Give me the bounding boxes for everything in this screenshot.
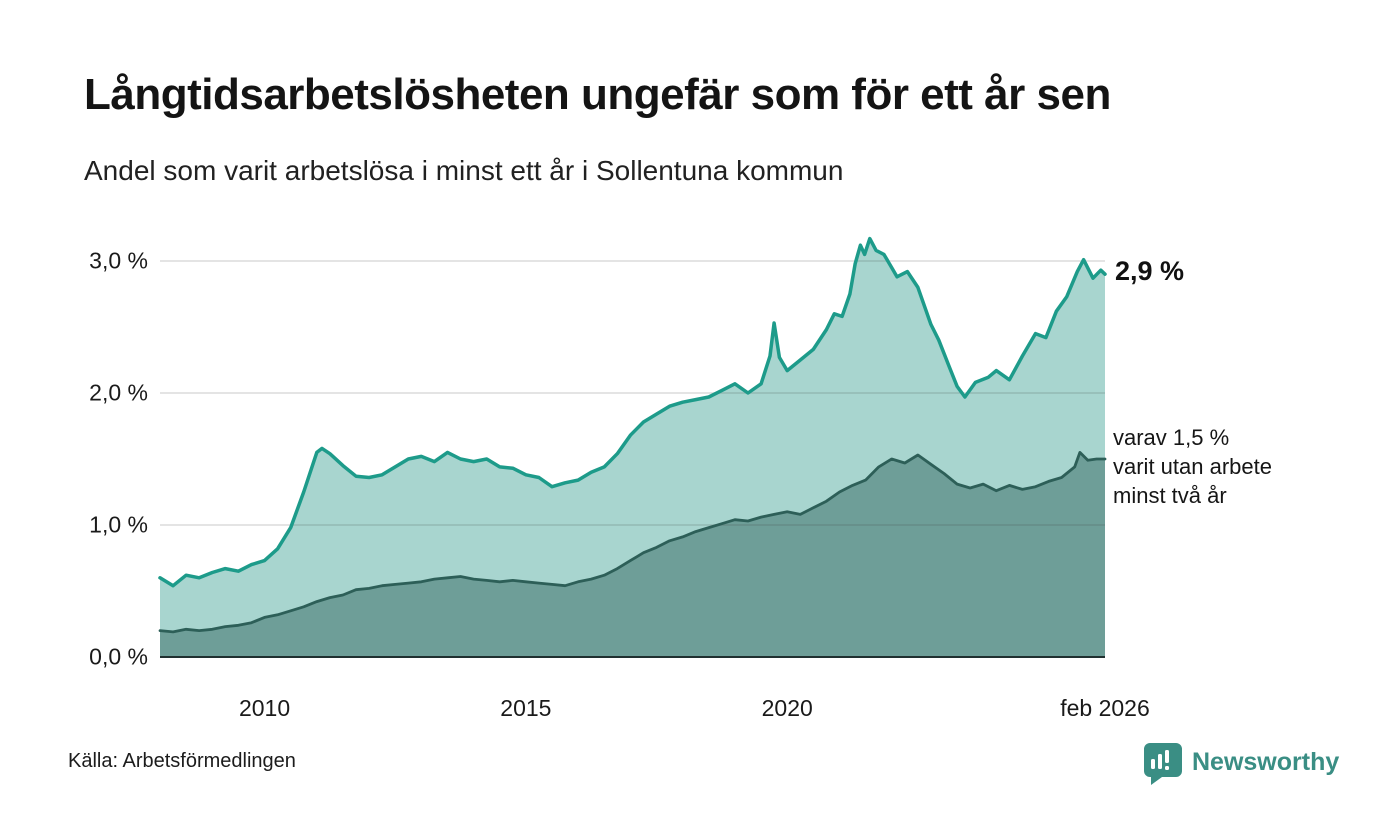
latest-value-label: 2,9 % — [1115, 256, 1185, 287]
x-tick-label: 2010 — [238, 695, 291, 721]
y-tick-label: 0,0 % — [89, 643, 148, 670]
y-tick-label: 1,0 % — [89, 511, 148, 538]
newsworthy-wordmark: Newsworthy — [1192, 748, 1340, 776]
chart-subtitle: Andel som varit arbetslösa i minst ett å… — [84, 155, 844, 186]
source-note: Källa: Arbetsförmedlingen — [68, 750, 296, 772]
newsworthy-logo[interactable]: Newsworthy — [1143, 742, 1339, 786]
x-tick-label: 2020 — [761, 695, 813, 721]
two-year-note: varav 1,5 % varit utan arbete minst två … — [1113, 425, 1272, 508]
series-line-0 — [158, 236, 1107, 588]
page-title: Långtidsarbetslösheten ungefär som för e… — [84, 70, 1111, 119]
series-line-1 — [158, 451, 1107, 634]
y-tick-label: 3,0 % — [89, 247, 148, 274]
newsworthy-icon — [1144, 743, 1182, 785]
series-area-1 — [160, 452, 1105, 657]
x-tick-label: feb 2026 — [1060, 695, 1150, 721]
x-tick-label: 2015 — [500, 695, 552, 721]
y-tick-label: 2,0 % — [89, 379, 148, 406]
